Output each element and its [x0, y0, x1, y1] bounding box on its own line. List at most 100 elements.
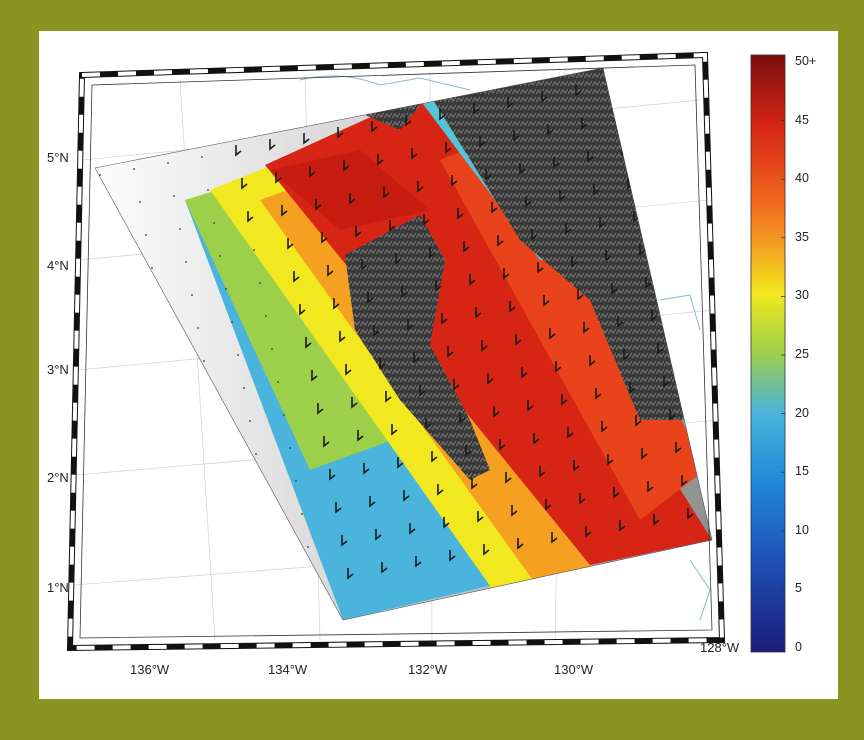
- wind-barb: [615, 112, 622, 124]
- calm-wind-dot: [301, 513, 303, 515]
- wind-barb: [545, 499, 552, 511]
- wind-barb: [419, 385, 426, 397]
- wind-barb: [349, 193, 356, 205]
- calm-wind-dot: [227, 492, 229, 494]
- calm-wind-dot: [307, 546, 309, 548]
- calm-wind-dot: [243, 387, 245, 389]
- calm-wind-dot: [191, 294, 193, 296]
- wind-barb: [405, 115, 412, 127]
- wind-barb: [617, 316, 624, 328]
- wind-barb: [429, 247, 436, 259]
- wind-barb: [653, 514, 660, 526]
- lat-label-3n: 3°N: [47, 362, 69, 377]
- wind-barb: [667, 205, 674, 217]
- wind-barb: [287, 238, 294, 250]
- calm-wind-dot: [145, 234, 147, 236]
- calm-wind-dot: [129, 339, 131, 341]
- wind-barb: [309, 166, 316, 178]
- wind-barb: [335, 502, 342, 514]
- wind-barb: [689, 133, 696, 145]
- calm-wind-dot: [239, 558, 241, 560]
- wind-barb: [453, 379, 460, 391]
- wind-barb: [525, 196, 532, 208]
- wind-barb: [635, 415, 642, 427]
- calm-wind-dot: [105, 207, 107, 209]
- wind-barb: [459, 412, 466, 424]
- wind-barb: [485, 169, 492, 181]
- calm-wind-dot: [283, 414, 285, 416]
- wind-barb: [663, 376, 670, 388]
- wind-barb: [385, 391, 392, 403]
- wind-barb: [577, 289, 584, 301]
- calm-wind-dot: [165, 537, 167, 539]
- wind-barb: [479, 136, 486, 148]
- swath-outline: [94, 67, 713, 621]
- wind-barb: [269, 139, 276, 151]
- calm-wind-dot: [159, 504, 161, 506]
- colorbar-tick-label: 45: [795, 112, 809, 127]
- wind-barb: [687, 508, 694, 520]
- wind-barb: [449, 550, 456, 562]
- calm-wind-dot: [141, 405, 143, 407]
- calm-wind-dot: [295, 480, 297, 482]
- wind-barb: [241, 178, 248, 190]
- wind-barb: [697, 370, 704, 382]
- wind-barb: [553, 157, 560, 169]
- wind-barb: [415, 556, 422, 568]
- wind-barb: [571, 256, 578, 268]
- wind-barb: [305, 337, 312, 349]
- wind-barb: [609, 79, 616, 91]
- wind-barb: [643, 73, 650, 85]
- wind-barb: [473, 103, 480, 115]
- calm-wind-dot: [111, 240, 113, 242]
- colorbar-tick-label: 50+: [795, 54, 817, 68]
- wind-barb: [311, 370, 318, 382]
- wind-barb: [661, 172, 668, 184]
- wind-barb: [275, 172, 282, 184]
- wind-barb: [351, 397, 358, 409]
- calm-wind-dot: [175, 399, 177, 401]
- calm-wind-dot: [173, 195, 175, 197]
- calm-wind-dot: [193, 498, 195, 500]
- colorbar-tick-label: 40: [795, 171, 809, 186]
- wind-barb: [371, 121, 378, 133]
- wind-barb: [383, 187, 390, 199]
- wind-barb: [379, 358, 386, 370]
- wind-barb: [499, 439, 506, 451]
- wind-barb: [471, 478, 478, 490]
- wind-barb: [599, 217, 606, 229]
- wind-barb: [441, 313, 448, 325]
- wind-barb: [651, 310, 658, 322]
- calm-wind-dot: [233, 525, 235, 527]
- calm-wind-dot: [179, 228, 181, 230]
- colorbar-tick-label: 30: [795, 288, 809, 303]
- wind-barb: [537, 262, 544, 274]
- calm-wind-dot: [273, 552, 275, 554]
- wind-barb: [722, 502, 727, 512]
- calm-wind-dot: [215, 426, 217, 428]
- calm-wind-dot: [237, 354, 239, 356]
- lon-label-132w: 132°W: [408, 662, 448, 677]
- calm-wind-dot: [199, 531, 201, 533]
- wind-barb: [475, 307, 482, 319]
- wind-barb: [445, 142, 452, 154]
- wind-barb: [435, 280, 442, 292]
- wind-barb: [235, 145, 242, 157]
- wind-barb: [293, 271, 300, 283]
- wind-barb: [515, 334, 522, 346]
- wind-barb: [333, 298, 340, 310]
- wind-barb: [381, 562, 388, 574]
- colorbar-tick-label: 35: [795, 229, 809, 244]
- wind-barb: [744, 430, 749, 440]
- map-frame: [66, 51, 726, 652]
- calm-wind-dot: [207, 189, 209, 191]
- wind-barb: [373, 325, 380, 337]
- calm-wind-dot: [151, 267, 153, 269]
- wind-barb: [491, 202, 498, 214]
- calm-wind-dot: [139, 201, 141, 203]
- wind-barb: [647, 481, 654, 493]
- wind-barb: [363, 463, 370, 475]
- lon-label-136w: 136°W: [130, 662, 170, 677]
- wind-barb: [565, 223, 572, 235]
